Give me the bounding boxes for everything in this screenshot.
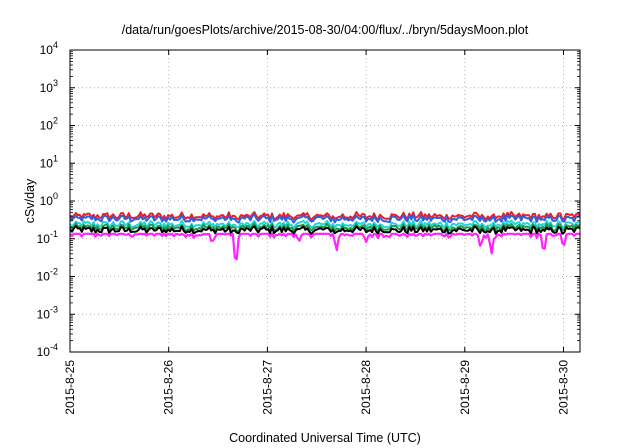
y-tick-exponent: -4: [50, 342, 58, 352]
y-tick-label: 104: [40, 40, 58, 57]
y-tick-exponent: 1: [53, 153, 58, 163]
y-axis-label: cSv/day: [23, 178, 37, 223]
chart-title: /data/run/goesPlots/archive/2015-08-30/0…: [122, 23, 529, 37]
series-line: [69, 225, 581, 235]
y-tick-label: 100: [40, 191, 58, 208]
y-tick-exponent: -3: [50, 304, 58, 314]
y-tick-label: 101: [40, 153, 58, 170]
series-line: [69, 211, 581, 221]
y-tick-label: 103: [40, 78, 58, 95]
series-line: [69, 219, 581, 230]
x-tick-label: 2015-8-30: [557, 360, 571, 415]
series-line: [69, 232, 580, 261]
y-tick-exponent: 3: [53, 78, 58, 88]
y-tick-label: 102: [40, 116, 58, 133]
x-tick-label: 2015-8-28: [359, 360, 373, 415]
y-tick-exponent: 2: [53, 116, 58, 126]
x-tick-label: 2015-8-25: [63, 360, 77, 415]
y-tick-exponent: 0: [53, 191, 58, 201]
y-tick-exponent: -1: [50, 229, 58, 239]
y-tick-label: 10-3: [37, 304, 58, 321]
y-tick-exponent: 4: [53, 40, 58, 50]
grid: [70, 50, 580, 352]
y-tick-exponent: -2: [50, 267, 58, 277]
y-tick-label: 10-4: [37, 342, 58, 359]
series-layer: [69, 211, 581, 261]
y-tick-label: 10-1: [37, 229, 58, 246]
y-tick-label: 10-2: [37, 267, 58, 284]
x-tick-label: 2015-8-29: [458, 360, 472, 415]
x-tick-label: 2015-8-26: [162, 360, 176, 415]
x-axis-label: Coordinated Universal Time (UTC): [229, 431, 421, 445]
x-tick-label: 2015-8-27: [260, 360, 274, 415]
series-line: [69, 213, 581, 224]
